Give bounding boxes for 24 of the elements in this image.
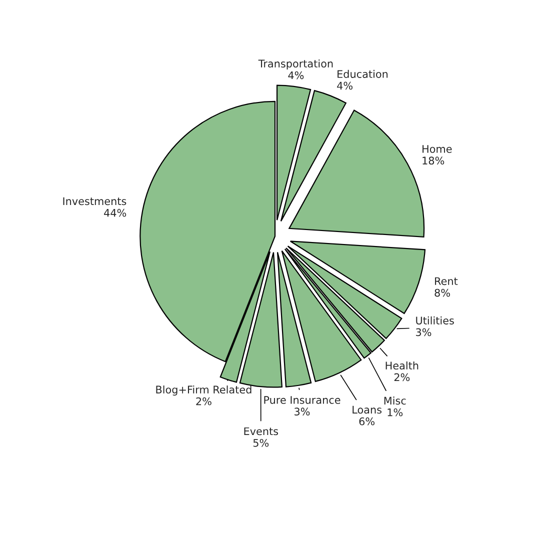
slice-label: Education bbox=[338, 70, 388, 78]
slice-label: Events bbox=[244, 427, 278, 436]
data-label: 4% bbox=[288, 71, 304, 80]
slice-label: Pure Insurance bbox=[264, 396, 340, 404]
slice-label: Transportation bbox=[258, 59, 333, 70]
data-label: 44% bbox=[104, 208, 126, 217]
slice-label: Loans bbox=[352, 406, 382, 414]
slice-label: Home bbox=[422, 145, 452, 153]
data-label: 2% bbox=[394, 373, 410, 382]
data-label: 5% bbox=[253, 438, 269, 447]
slice-label: Utilities bbox=[416, 316, 454, 324]
slice-label: Rent bbox=[435, 277, 458, 286]
data-label: 2% bbox=[196, 397, 212, 406]
slice-label: Health bbox=[386, 361, 418, 370]
data-label: 18% bbox=[422, 156, 444, 165]
data-label: 6% bbox=[359, 417, 375, 426]
data-label: 1% bbox=[388, 408, 403, 416]
data-label: 8% bbox=[434, 288, 450, 297]
data-label: 3% bbox=[416, 328, 432, 336]
slice-label: Misc bbox=[384, 396, 406, 405]
slice-label: Blog+Firm Related bbox=[156, 385, 252, 396]
slice-label: Investments bbox=[63, 197, 126, 206]
data-label: 3% bbox=[294, 408, 310, 416]
data-label: 4% bbox=[337, 82, 352, 90]
